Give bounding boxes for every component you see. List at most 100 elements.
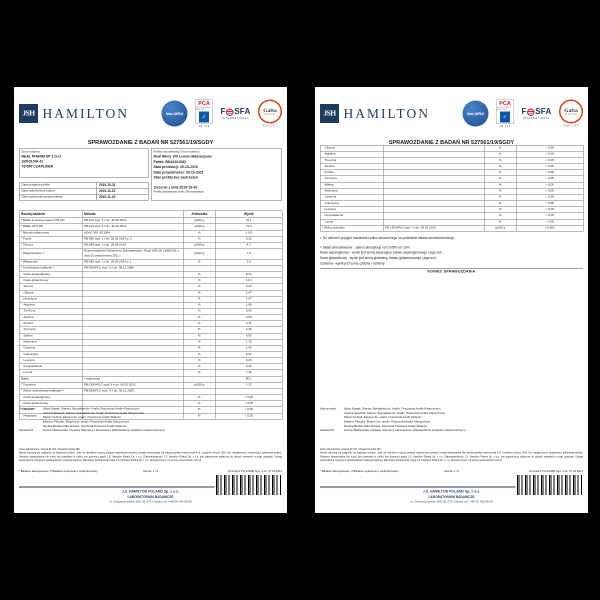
col-header-result: Wynik bbox=[215, 210, 283, 218]
report-title: SPRAWOZDANIE Z BADAŃ NR 527561/19/SGDY bbox=[388, 139, 515, 146]
sample-label: Próbka (wg deklaracji Zleceniodawcy) bbox=[153, 150, 200, 154]
footer-address: ul. Chwaszczyńska 180, 81-571 Gdynia, te… bbox=[410, 500, 493, 504]
result-row: * Białko (N*6,25) PB-116 wyd. II z dn. 3… bbox=[19, 223, 283, 231]
authorized-name: Monika Bentke-Żabczewska, Kierownik Prac… bbox=[43, 424, 126, 428]
footnotes: ¹⁾ Do obliczeń przyjęto zawartość białka… bbox=[320, 236, 583, 267]
result-row: Glicyna % 1,47 bbox=[19, 289, 283, 297]
method-reference: PB-53/HPLC wyd. II z dn. 30.12.2008 bbox=[82, 388, 184, 395]
pca-badge-icon: PCA POLSKIE CENTRUM AKREDYTACJI ✓ bbox=[195, 99, 214, 124]
result-value: 80,1 bbox=[215, 375, 283, 383]
footnote-line: Cysteina - wynik jest sumą cystyny i cys… bbox=[320, 261, 386, 266]
date-value: 2019-11-22 bbox=[98, 189, 116, 194]
sample-line: Partia: BN19101062 bbox=[153, 160, 187, 164]
authorized-name: Joanna Śpiewak, Starszy Specjalista ds. … bbox=[344, 411, 446, 415]
result-value: 1,75 bbox=[215, 338, 283, 346]
gafta-analyst-label: ANALYST bbox=[262, 124, 278, 128]
result-row: Treonina % 5,42 bbox=[19, 308, 283, 315]
result-row: Kwas asparaginowy % < 0,05 bbox=[19, 394, 283, 401]
result-value: 14,3 bbox=[215, 277, 283, 285]
fine-print: Adres laboratorium: Gdynia 81-571, Chwas… bbox=[320, 448, 583, 463]
result-value: < 0,05 bbox=[215, 412, 283, 420]
gafta-badge-icon: Gafta APPROVED bbox=[559, 99, 583, 124]
results-table-continued: Glicyna % < 0,05 Arginina % < 0,05 Treon… bbox=[320, 144, 584, 232]
authorized-name: Marcin Kubiak, Ekspert ds. analiz, Praco… bbox=[344, 416, 422, 420]
fosfa-badge-icon: F SFA bbox=[221, 108, 251, 117]
result-row: Seryna % 4,03 bbox=[19, 283, 283, 291]
approved-by-label: Zatwierdził: bbox=[320, 429, 335, 433]
analysis-name: * Wolny tryptofan bbox=[320, 224, 384, 232]
result-value: < 0,05 bbox=[215, 400, 283, 408]
client-column: Zleceniodawca REAL PHARM SP Z.O.O SZKOLN… bbox=[19, 148, 149, 201]
page-header: JSH HAMILTON ilac-MRA PCA POLSKIE CENTRU… bbox=[320, 93, 583, 134]
footer-address: ul. Chwaszczyńska 180, 81-571 Gdynia, te… bbox=[109, 500, 192, 504]
footnote-line: ¹⁾ Do obliczeń przyjęto zawartość białka… bbox=[320, 236, 456, 241]
date-value: 2019-10-31 bbox=[98, 183, 116, 188]
result-row: * Wolny tryptofan PB-136/HPLC wyd. I z d… bbox=[320, 224, 584, 232]
sample-lines: Real Whey 100 Lemon Mascarpone Partia: B… bbox=[154, 155, 280, 181]
gafta-analyst-label: ANALYST bbox=[563, 124, 579, 128]
authorized-name: Alicja Nowak, Starszy Specjalista ds. An… bbox=[344, 407, 441, 411]
report-page-2: JSH HAMILTON ilac-MRA PCA POLSKIE CENTRU… bbox=[315, 87, 588, 513]
hamilton-logo: JSH HAMILTON bbox=[19, 104, 129, 123]
result-value bbox=[215, 265, 283, 272]
fosfa-letter-f: F bbox=[521, 107, 527, 117]
date-label: Data przyjęcia próbki: bbox=[20, 182, 97, 188]
lab-address-line: Adres laboratorium: Gdynia 81-571, Chwas… bbox=[19, 448, 80, 452]
form-reference: Formularz PO-14/08d wyd. 2 dn. 27.02.201… bbox=[528, 470, 583, 473]
result-value: 7,40 bbox=[215, 369, 283, 377]
accreditation-legend: * Badanie akredytowane, # Badanie wykona… bbox=[19, 470, 98, 473]
result-row: Fenyloalanina % 2,30 bbox=[19, 363, 283, 371]
client-street: SZKOLNA 41 bbox=[21, 160, 44, 164]
order-line: Zlecenie z dnia 2019-10-30 bbox=[153, 185, 198, 190]
result-row: Kwas glutaminowy % < 0,05 bbox=[19, 400, 283, 408]
result-value: 8,34 bbox=[215, 271, 283, 278]
pca-accreditation-number: AB 079 bbox=[198, 124, 210, 128]
date-label: Data zakończenia badań: bbox=[20, 188, 97, 194]
authorized-name: Mariusz Pieczka, Ekspert ds. analiz, Pra… bbox=[344, 420, 431, 424]
gafta-badge-icon: Gafta APPROVED bbox=[258, 99, 282, 124]
fosfa-globe-icon bbox=[527, 108, 535, 116]
date-row: Data wykonania sprawozdania: 2019-11-22 bbox=[20, 194, 149, 200]
result-row: Seryna % < 0,05 bbox=[19, 406, 283, 414]
lab-address-line: Adres laboratorium: Gdynia 81-571, Chwas… bbox=[320, 448, 381, 452]
fosfa-subtitle: INTERNATIONAL bbox=[522, 117, 551, 120]
result-row: Cysteina % 1,43 bbox=[19, 345, 283, 352]
results-table: Rodzaj badania Metoda Jednostka Wynik * … bbox=[19, 210, 283, 420]
results-table-header-row: Rodzaj badania Metoda Jednostka Wynik bbox=[19, 210, 283, 218]
result-value: < 0,05 bbox=[215, 394, 283, 401]
footer-company: J.S. HAMILTON POLAND Sp. z o.o. bbox=[121, 490, 180, 494]
result-value: 1,47 bbox=[215, 295, 283, 303]
result-value: 1,23 bbox=[215, 382, 283, 389]
result-row: Kwas glutaminowy % 14,3 bbox=[19, 277, 283, 285]
result-row: Lizyna % 7,40 bbox=[19, 369, 283, 377]
result-value: 3,0 bbox=[215, 259, 283, 266]
result-row: * Węglowodany ¹⁾ Rozporządzenie Parlamen… bbox=[19, 248, 283, 260]
result-value: 5,42 bbox=[215, 308, 283, 315]
footer-lab: LABORATORIUM BADAWCZE bbox=[127, 495, 174, 499]
legend-row: * Badanie akredytowane, # Badanie wykona… bbox=[320, 470, 583, 473]
result-value: 4,62 bbox=[215, 351, 283, 358]
gafta-badge: Gafta APPROVED ANALYST bbox=[559, 99, 583, 128]
result-value: 7,0 bbox=[215, 248, 283, 260]
footer-divider bbox=[320, 486, 583, 488]
client-box: Zleceniodawca REAL PHARM SP Z.O.O SZKOLN… bbox=[19, 148, 149, 178]
result-row: Arginina % 1,99 bbox=[19, 302, 283, 309]
authorized-name: Mariusz Pieczka, Ekspert ds. analiz, Pra… bbox=[43, 420, 130, 424]
authorization-block: Autoryzował: Alicja Nowak, Starszy Specj… bbox=[320, 407, 583, 433]
unit: g/100 g bbox=[484, 224, 517, 232]
result-row: Izoleucyna % 4,62 bbox=[19, 351, 283, 358]
result-row: Metionina % < 0,05 bbox=[320, 188, 584, 195]
authorized-names: Alicja Nowak, Starszy Specjalista ds. An… bbox=[43, 407, 282, 429]
fosfa-letters-sfa: SFA bbox=[535, 107, 552, 117]
hamilton-monogram-icon: JSH bbox=[320, 104, 339, 123]
pca-mark-icon: ✓ bbox=[500, 111, 511, 123]
approved-by: Hanna Wachowska, Dyrektor Naczelny Labor… bbox=[43, 429, 282, 433]
authorized-by-label: Autoryzował: bbox=[19, 407, 36, 411]
client-city: 78-550 CZAPLINEK bbox=[21, 165, 54, 169]
pca-badge-icon: PCA POLSKIE CENTRUM AKREDYTACJI ✓ bbox=[496, 99, 515, 124]
method-reference: PB-136/HPLC wyd. I z dn. 06.03.2012 bbox=[383, 224, 485, 232]
hamilton-logo-text: HAMILTON bbox=[343, 105, 431, 121]
result-row: * Wilgotność PB-285 wyd. I z dn. 26.09.2… bbox=[19, 259, 283, 266]
col-header-unit: Jednostka bbox=[183, 210, 216, 218]
end-of-report-label: KONIEC SPRAWOZDANIA bbox=[427, 270, 476, 274]
